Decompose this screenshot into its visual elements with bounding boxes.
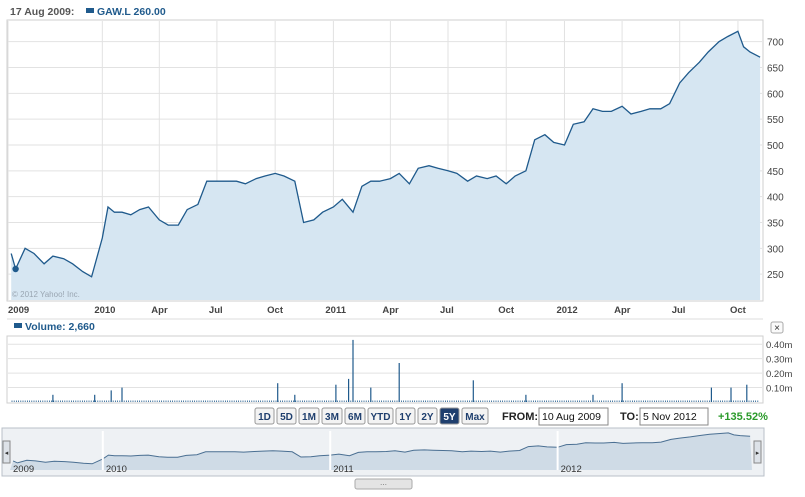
to-date-input[interactable]: 5 Nov 2012 bbox=[639, 407, 709, 426]
navigator-year-label: 2011 bbox=[333, 464, 353, 475]
yahoo-watermark: © 2012 Yahoo! Inc. bbox=[12, 290, 80, 299]
range-button-3m[interactable]: 3M bbox=[321, 407, 343, 425]
price-line bbox=[10, 30, 761, 278]
range-button-bg bbox=[254, 407, 275, 425]
grip-icon: ⋯ bbox=[380, 482, 387, 489]
volume-tick-label: 0.10m bbox=[766, 384, 792, 395]
navigator-left-handle[interactable]: ◂ bbox=[2, 440, 11, 464]
range-button-bg bbox=[439, 407, 460, 425]
x-tick-label: 2009 bbox=[8, 305, 29, 316]
x-tick-label: Apr bbox=[151, 305, 168, 316]
navigator-year-label: 2009 bbox=[13, 464, 34, 475]
navigator-line bbox=[12, 432, 751, 465]
x-tick-label: 2011 bbox=[325, 305, 346, 316]
to-date-value: 5 Nov 2012 bbox=[643, 411, 697, 423]
range-selector: 1D 5D 1M 3M 6M YTD 1Y 2Y 5Y Max bbox=[254, 407, 489, 425]
y-tick-label: 250 bbox=[767, 270, 784, 281]
header-symbol: GAW.L 260.00 bbox=[97, 6, 166, 18]
y-tick-label: 350 bbox=[767, 219, 784, 230]
range-button-bg bbox=[298, 407, 320, 425]
x-tick-label: 2012 bbox=[556, 305, 577, 316]
range-button-5y[interactable]: 5Y bbox=[439, 407, 460, 425]
price-x-axis: 2009 2010 Apr Jul Oct 2011 Apr Jul Oct 2012 Apr Jul… bbox=[8, 305, 747, 316]
x-tick-label: Jul bbox=[440, 305, 454, 316]
y-tick-label: 600 bbox=[767, 89, 784, 100]
price-plot-frame bbox=[6, 19, 764, 302]
range-button-5d[interactable]: 5D bbox=[276, 407, 297, 425]
range-button-2y[interactable]: 2Y bbox=[417, 407, 438, 425]
navigator-right-handle[interactable]: ▸ bbox=[753, 440, 762, 464]
x-tick-label: Oct bbox=[730, 305, 747, 316]
navigator-year-labels: 2009 2010 2011 2012 bbox=[13, 431, 582, 475]
y-tick-label: 400 bbox=[767, 193, 784, 204]
range-button-bg bbox=[395, 407, 416, 425]
y-tick-label: 700 bbox=[767, 38, 784, 49]
navigator-year-label: 2012 bbox=[561, 464, 582, 475]
range-button-label: 2Y bbox=[421, 412, 434, 423]
from-date-value: 10 Aug 2009 bbox=[542, 411, 601, 423]
price-y-axis: 250 300 350 400 450 500 550 600 650 700 bbox=[767, 38, 784, 281]
y-tick-label: 550 bbox=[767, 115, 784, 126]
range-button-label: 5Y bbox=[443, 412, 456, 423]
range-button-label: 5D bbox=[280, 412, 293, 423]
range-button-6m[interactable]: 6M bbox=[344, 407, 366, 425]
range-button-bg bbox=[461, 407, 489, 425]
x-tick-label: Apr bbox=[382, 305, 399, 316]
range-button-bg bbox=[276, 407, 297, 425]
volume-y-axis: 0.10m 0.20m 0.30m 0.40m bbox=[766, 340, 792, 394]
percent-change: +135.52% bbox=[718, 411, 768, 423]
arrow-left-icon: ◂ bbox=[5, 450, 9, 457]
range-button-1d[interactable]: 1D bbox=[254, 407, 275, 425]
volume-gridlines bbox=[8, 343, 762, 389]
volume-label: Volume: 2,660 bbox=[25, 321, 95, 333]
navigator-chart bbox=[10, 432, 752, 470]
range-button-label: 1Y bbox=[399, 412, 412, 423]
close-icon: × bbox=[774, 323, 780, 334]
close-volume-button[interactable]: × bbox=[770, 321, 784, 334]
navigator-area bbox=[10, 432, 752, 470]
volume-tick-label: 0.40m bbox=[766, 340, 792, 351]
x-tick-label: Apr bbox=[614, 305, 631, 316]
range-button-bg bbox=[344, 407, 366, 425]
range-button-bg bbox=[367, 407, 394, 425]
x-tick-label: Oct bbox=[267, 305, 284, 316]
x-tick-label: Oct bbox=[498, 305, 515, 316]
volume-swatch bbox=[14, 323, 22, 328]
range-button-label: Max bbox=[465, 412, 485, 423]
navigator-scrollbar-thumb[interactable]: ⋯ bbox=[354, 478, 413, 490]
y-tick-label: 500 bbox=[767, 141, 784, 152]
from-date-input[interactable]: 10 Aug 2009 bbox=[538, 407, 609, 426]
range-button-bg bbox=[321, 407, 343, 425]
to-label: TO: bbox=[620, 411, 639, 423]
price-area bbox=[11, 31, 761, 301]
x-tick-label: Jul bbox=[209, 305, 223, 316]
y-tick-label: 300 bbox=[767, 244, 784, 255]
range-button-max[interactable]: Max bbox=[461, 407, 489, 425]
range-button-label: YTD bbox=[371, 412, 391, 423]
series-swatch bbox=[86, 8, 94, 13]
volume-tick-label: 0.30m bbox=[766, 355, 792, 366]
volume-plot-frame bbox=[6, 335, 764, 404]
highlight-point bbox=[12, 265, 19, 273]
range-button-1y[interactable]: 1Y bbox=[395, 407, 416, 425]
from-label: FROM: bbox=[502, 411, 538, 423]
range-button-label: 6M bbox=[348, 412, 362, 423]
range-button-label: 3M bbox=[325, 412, 339, 423]
range-button-ytd[interactable]: YTD bbox=[367, 407, 394, 425]
x-tick-label: 2010 bbox=[94, 305, 115, 316]
arrow-right-icon: ▸ bbox=[756, 450, 760, 457]
range-button-label: 1D bbox=[258, 412, 271, 423]
volume-tick-label: 0.20m bbox=[766, 369, 792, 380]
x-tick-label: Jul bbox=[672, 305, 686, 316]
range-button-label: 1M bbox=[302, 412, 316, 423]
navigator-year-label: 2010 bbox=[106, 464, 127, 475]
range-button-1m[interactable]: 1M bbox=[298, 407, 320, 425]
y-tick-label: 450 bbox=[767, 167, 784, 178]
volume-bars bbox=[11, 339, 759, 402]
range-button-bg bbox=[417, 407, 438, 425]
y-tick-label: 650 bbox=[767, 64, 784, 75]
header-date: 17 Aug 2009: bbox=[10, 6, 74, 18]
